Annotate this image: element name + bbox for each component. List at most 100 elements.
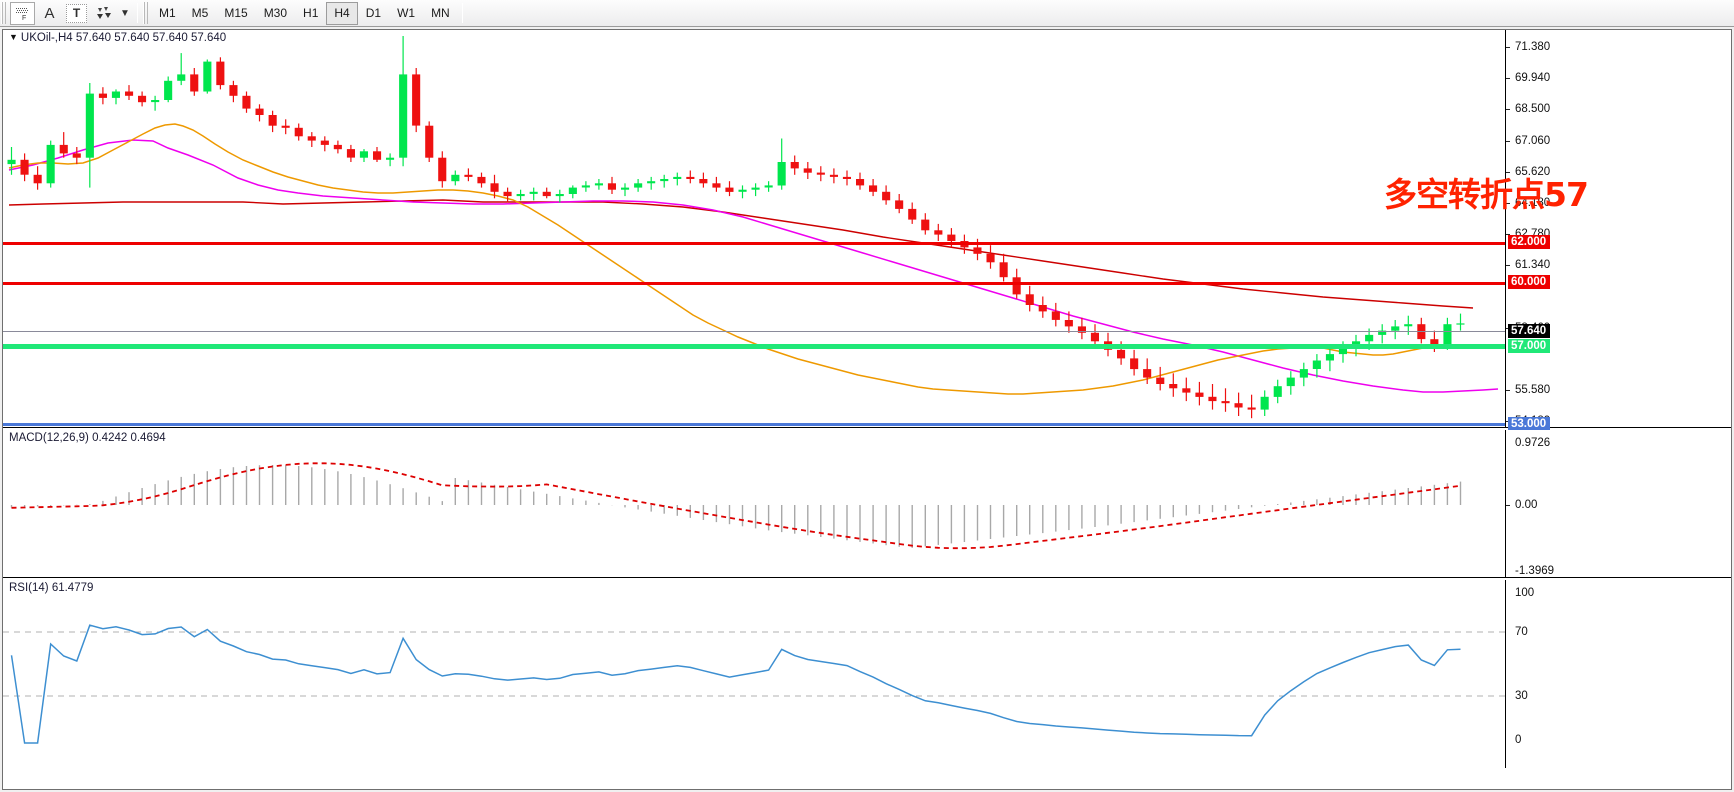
price-tick: 67.060 — [1506, 135, 1550, 147]
candle-body — [46, 144, 55, 184]
rsi-plot[interactable] — [3, 580, 1731, 747]
price-plot[interactable] — [3, 30, 1731, 427]
timeframe-w1[interactable]: W1 — [397, 6, 416, 20]
price-tick: 65.620 — [1506, 166, 1550, 178]
candle-body — [986, 253, 995, 263]
candle-body — [503, 191, 512, 197]
macd-plot[interactable] — [3, 430, 1731, 577]
macd-tick: -1.3969 — [1506, 565, 1554, 577]
macd-tick: 0.9726 — [1506, 437, 1550, 449]
candle-body — [607, 183, 616, 190]
horizontal-scrollbar-strip[interactable] — [0, 790, 1734, 792]
objects-icon[interactable] — [91, 2, 116, 25]
candle-body — [412, 74, 421, 126]
candle-body — [425, 125, 434, 158]
candle-body — [268, 115, 277, 126]
rsi-scale[interactable]: 100 70 30 0 — [1505, 580, 1731, 768]
timeframe-m1[interactable]: M1 — [159, 6, 176, 20]
candle-body — [555, 194, 564, 197]
price-scale[interactable]: 71.380 69.940 68.500 67.060 65.620 64.18… — [1505, 30, 1731, 434]
text-box-icon[interactable]: T — [64, 2, 89, 25]
candle-body — [399, 74, 408, 158]
timeframe-d1[interactable]: D1 — [365, 6, 382, 20]
ma-red-line — [8, 199, 1474, 309]
toolbar-grip[interactable] — [1, 2, 8, 24]
candle-body — [790, 162, 799, 169]
timeframe-m15[interactable]: M15 — [224, 6, 248, 20]
candle-body — [1051, 311, 1060, 320]
candle-body — [999, 262, 1008, 278]
chart-canvas[interactable]: ▼ UKOil-,H4 57.640 57.640 57.640 57.640 — [2, 29, 1732, 790]
tick-label: 71.380 — [1515, 40, 1551, 53]
candle-body — [751, 187, 760, 190]
price-pane[interactable]: ▼ UKOil-,H4 57.640 57.640 57.640 57.640 — [3, 30, 1731, 434]
candle-body — [725, 187, 734, 192]
candle-body — [373, 151, 382, 160]
tick-dash — [1506, 264, 1510, 266]
candle-body — [908, 208, 917, 220]
candle-body — [1299, 369, 1308, 378]
crosshair-glyph: F — [15, 6, 30, 21]
tick-dash — [1506, 389, 1510, 391]
macd-scale[interactable]: 0.9726 0.00 -1.3969 — [1505, 430, 1731, 577]
level-line-60[interactable] — [3, 282, 1505, 285]
candle-body — [973, 247, 982, 254]
tick-label: 100 — [1515, 586, 1535, 599]
text-label-icon[interactable]: A — [44, 4, 55, 22]
timeframe-h4[interactable]: H4 — [326, 1, 358, 25]
rsi-svg — [3, 624, 1505, 744]
timeframe-toolbar-grip[interactable] — [143, 2, 150, 24]
candle-body — [1156, 377, 1165, 384]
candle-body — [1038, 305, 1047, 312]
tick-label: 69.940 — [1515, 71, 1551, 84]
candle-body — [281, 125, 290, 128]
vertical-scrollbar-strip[interactable] — [1732, 27, 1734, 792]
level-line-57[interactable] — [3, 344, 1505, 349]
timeframe-m30[interactable]: M30 — [263, 6, 288, 20]
candle-body — [581, 185, 590, 188]
candle-body — [464, 174, 473, 177]
candle-body — [164, 80, 173, 100]
timeframe-mn[interactable]: MN — [431, 6, 450, 20]
rsi-tick: 100 — [1506, 587, 1534, 599]
candle-body — [621, 187, 630, 190]
candle-body — [98, 93, 107, 98]
level-line-53[interactable] — [3, 423, 1505, 426]
collapse-arrow-icon[interactable]: ▼ — [9, 32, 18, 42]
price-tick: 64.180 — [1506, 197, 1550, 209]
price-svg — [7, 36, 1499, 419]
tick-dash — [1506, 233, 1510, 235]
candle-body — [320, 140, 329, 145]
tick-label: 64.180 — [1515, 196, 1551, 209]
macd-tick: 0.00 — [1506, 499, 1537, 511]
timeframe-m5[interactable]: M5 — [191, 6, 209, 20]
timeframe-h1[interactable]: H1 — [303, 6, 319, 20]
candle-body — [1143, 369, 1152, 378]
candle-body — [1064, 320, 1073, 327]
candle-body — [829, 174, 838, 177]
candle-body — [1378, 330, 1387, 335]
rsi-pane[interactable]: RSI(14) 61.4779 100 70 30 0 2 Jan 20203 … — [3, 580, 1731, 768]
price-tag-53: 53.000 — [1508, 417, 1551, 431]
candle-body — [85, 93, 94, 158]
macd-pane-label: MACD(12,26,9) 0.4242 0.4694 — [9, 432, 166, 444]
candle-body — [7, 159, 16, 165]
candle-body — [451, 174, 460, 182]
candle-body — [738, 189, 747, 192]
chart-annotation-text[interactable]: 多空转折点57 — [1384, 175, 1589, 214]
level-line-62[interactable] — [3, 242, 1505, 245]
tick-label: 61.340 — [1515, 258, 1551, 271]
tick-label: 70 — [1515, 625, 1528, 638]
macd-pane[interactable]: MACD(12,26,9) 0.4242 0.4694 0.9726 0.00 … — [3, 430, 1731, 578]
crosshair-icon[interactable]: F — [10, 1, 35, 25]
price-pane-label-text: UKOil-,H4 57.640 57.640 57.640 57.640 — [20, 32, 227, 44]
tick-dash — [1506, 504, 1510, 506]
chevron-down-icon[interactable]: ▼ — [120, 7, 130, 19]
candle-body — [712, 183, 721, 188]
candle-body — [777, 162, 786, 186]
candle-body — [594, 183, 603, 186]
candle-body — [1012, 277, 1021, 295]
current-price-line — [3, 331, 1505, 332]
candle-body — [1234, 403, 1243, 408]
candle-body — [1077, 326, 1086, 333]
